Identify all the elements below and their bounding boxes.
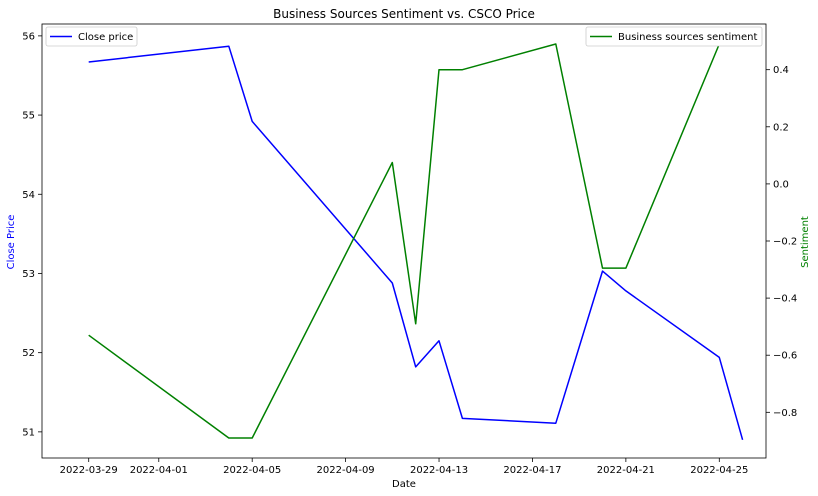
left-y-tick-label: 53 (22, 269, 35, 280)
x-tick-label: 2022-04-25 (690, 465, 748, 476)
x-tick-label: 2022-03-29 (60, 465, 118, 476)
legend-left-label: Close price (78, 32, 133, 43)
left-axis-label: Close Price (6, 215, 17, 270)
close-price-line (88, 45, 744, 441)
x-tick-label: 2022-04-21 (597, 465, 655, 476)
sentiment-line (88, 43, 743, 439)
legend-right: Business sources sentiment (585, 26, 763, 47)
left-y-tick-label: 52 (22, 348, 35, 359)
right-y-axis: −0.8 −0.6 −0.4 −0.2 0.0 0.2 0.4 (766, 65, 797, 419)
x-tick-label: 2022-04-01 (130, 465, 188, 476)
legend-right-box (585, 26, 763, 47)
right-axis-label: Sentiment (800, 216, 811, 268)
legend-right-label: Business sources sentiment (618, 32, 758, 43)
right-y-tick-label: 0.2 (773, 122, 789, 133)
right-y-tick-label: −0.2 (773, 237, 797, 248)
x-tick-label: 2022-04-13 (410, 465, 468, 476)
x-axis: 2022-03-29 2022-04-01 2022-04-05 2022-04-09… (60, 458, 748, 476)
left-y-tick-label: 56 (22, 31, 35, 42)
right-y-tick-label: −0.4 (773, 294, 797, 305)
x-tick-label: 2022-04-09 (317, 465, 375, 476)
left-y-axis: 51 52 53 54 55 56 (22, 31, 42, 438)
right-y-tick-label: 0.0 (773, 179, 789, 190)
x-tick-label: 2022-04-05 (223, 465, 281, 476)
right-y-tick-label: 0.4 (773, 65, 789, 76)
left-y-tick-label: 55 (22, 111, 35, 122)
chart-title: Business Sources Sentiment vs. CSCO Pric… (273, 7, 535, 21)
legend-left: Close price (45, 26, 138, 47)
x-axis-label: Date (392, 479, 416, 490)
left-y-tick-label: 51 (22, 427, 35, 438)
x-tick-label: 2022-04-17 (503, 465, 561, 476)
left-y-tick-label: 54 (22, 190, 35, 201)
legend-left-box (45, 26, 138, 47)
right-y-tick-label: −0.8 (773, 408, 797, 419)
right-y-tick-label: −0.6 (773, 351, 797, 362)
series-lines (88, 43, 744, 441)
